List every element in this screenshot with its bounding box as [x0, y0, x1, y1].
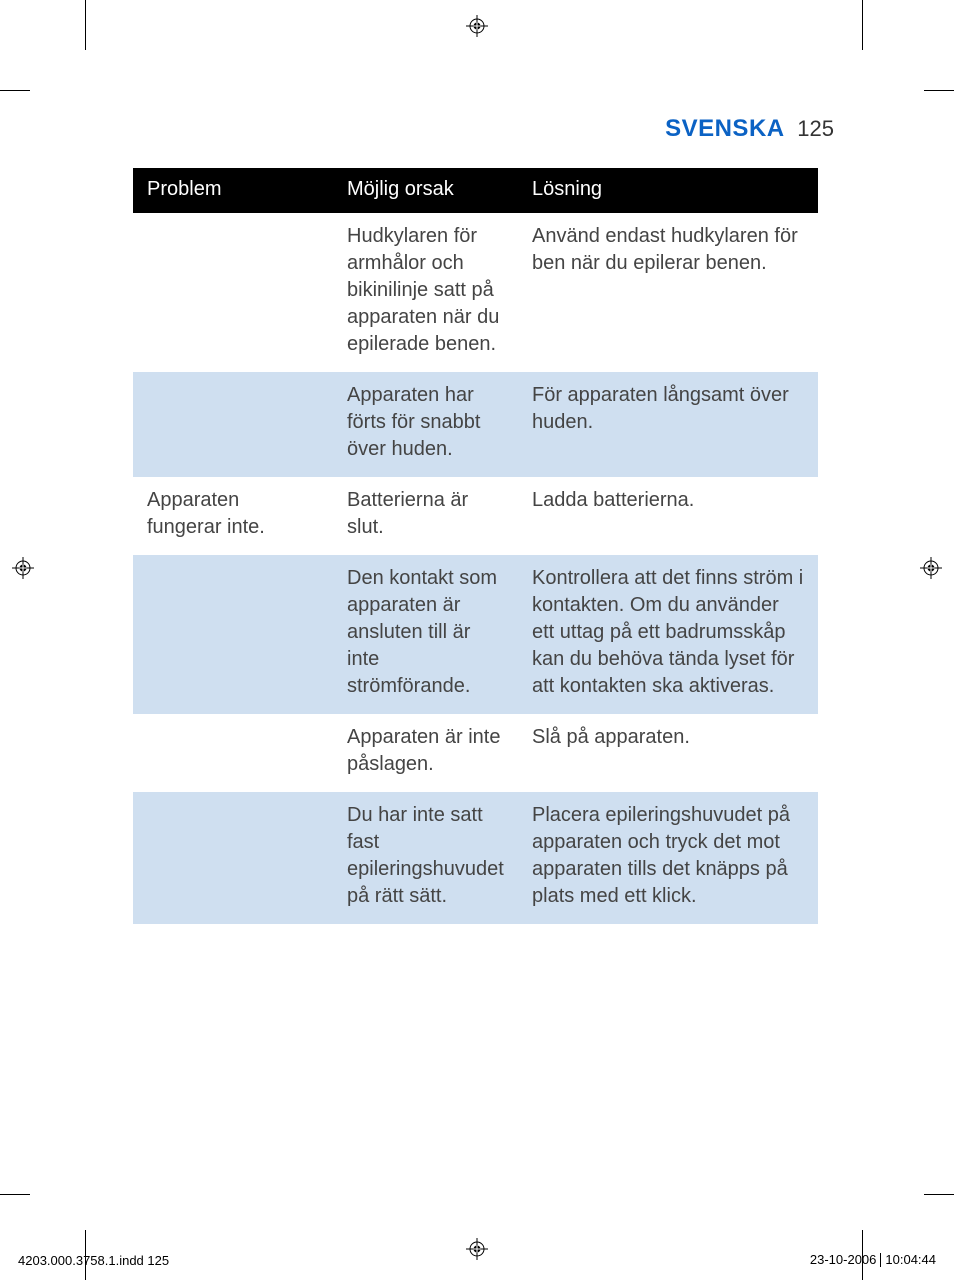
table-row: Apparaten har förts för snabbt över hude…: [133, 372, 818, 477]
cell-problem: [133, 714, 333, 792]
crop-mark: [862, 0, 863, 50]
cell-cause: Apparaten är inte påslagen.: [333, 714, 518, 792]
cell-solution: Slå på apparaten.: [518, 714, 818, 792]
cell-cause: Du har inte satt fast epileringshuvudet …: [333, 792, 518, 924]
crop-mark: [0, 1194, 30, 1195]
registration-mark-icon: [466, 1238, 488, 1260]
cell-problem: [133, 213, 333, 372]
crop-mark: [924, 1194, 954, 1195]
cell-solution: Ladda batterierna.: [518, 477, 818, 555]
crop-mark: [85, 0, 86, 50]
table-row: Apparaten fungerar inte. Batterierna är …: [133, 477, 818, 555]
registration-mark-icon: [920, 557, 942, 579]
troubleshooting-table: Problem Möjlig orsak Lösning Hudkylaren …: [133, 168, 818, 924]
footer-date: 23-10-2006: [810, 1252, 877, 1267]
cell-problem: [133, 555, 333, 714]
language-label: SVENSKA: [665, 115, 785, 142]
page-number: 125: [797, 116, 834, 141]
cell-solution: För apparaten långsamt över huden.: [518, 372, 818, 477]
table-body: Hudkylaren för armhålor och bikinilinje …: [133, 213, 818, 924]
page-header: SVENSKA 125: [665, 115, 834, 143]
footer-datetime: 23-10-2006 10:04:44: [810, 1252, 936, 1268]
footer-time: 10:04:44: [885, 1252, 936, 1267]
cell-solution: Kontrollera att det finns ström i kontak…: [518, 555, 818, 714]
crop-mark: [0, 90, 30, 91]
table-row: Du har inte satt fast epileringshuvudet …: [133, 792, 818, 924]
cell-solution: Använd endast hudkylaren för ben när du …: [518, 213, 818, 372]
table-row: Den kontakt som apparaten är ansluten ti…: [133, 555, 818, 714]
cell-problem: Apparaten fungerar inte.: [133, 477, 333, 555]
table-row: Hudkylaren för armhålor och bikinilinje …: [133, 213, 818, 372]
cell-problem: [133, 372, 333, 477]
cell-solution: Placera epileringshuvudet på apparaten o…: [518, 792, 818, 924]
registration-mark-icon: [12, 557, 34, 579]
cell-cause: Apparaten har förts för snabbt över hude…: [333, 372, 518, 477]
footer-filename: 4203.000.3758.1.indd 125: [18, 1253, 169, 1268]
cell-cause: Hudkylaren för armhålor och bikinilinje …: [333, 213, 518, 372]
col-header-cause: Möjlig orsak: [333, 168, 518, 213]
cell-problem: [133, 792, 333, 924]
footer-separator: [880, 1253, 881, 1267]
page: SVENSKA 125 Problem Möjlig orsak Lösning…: [0, 0, 954, 1280]
crop-mark: [924, 90, 954, 91]
col-header-problem: Problem: [133, 168, 333, 213]
table-header-row: Problem Möjlig orsak Lösning: [133, 168, 818, 213]
table-row: Apparaten är inte påslagen. Slå på appar…: [133, 714, 818, 792]
registration-mark-icon: [466, 15, 488, 37]
col-header-solution: Lösning: [518, 168, 818, 213]
cell-cause: Den kontakt som apparaten är ansluten ti…: [333, 555, 518, 714]
cell-cause: Batterierna är slut.: [333, 477, 518, 555]
